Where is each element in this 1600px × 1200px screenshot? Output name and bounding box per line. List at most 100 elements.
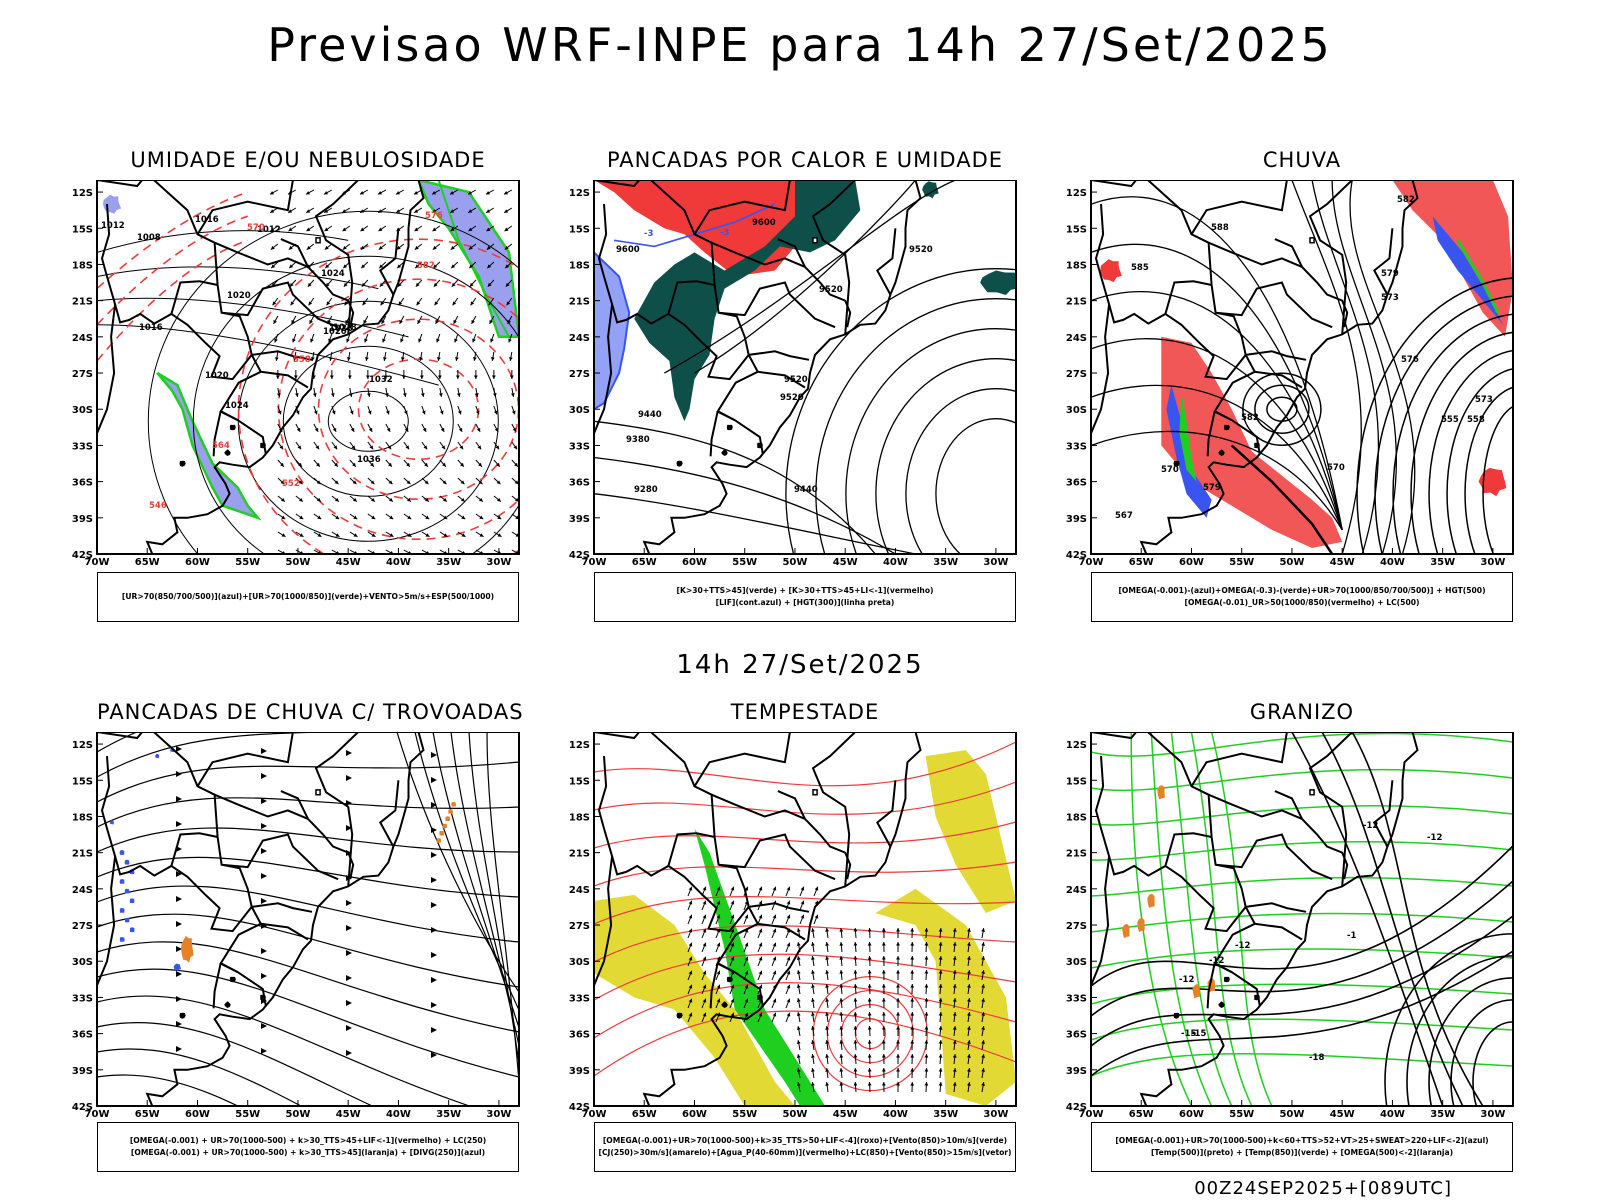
wind-vector-head bbox=[967, 998, 971, 1002]
lon-label: 50W bbox=[285, 1109, 310, 1120]
coastline bbox=[145, 180, 425, 554]
streamline bbox=[97, 732, 341, 778]
wind-vector-head bbox=[269, 190, 274, 195]
thickness-contour-red bbox=[97, 191, 248, 290]
wind-vector-head bbox=[938, 1040, 943, 1044]
wind-vector-head bbox=[730, 998, 735, 1003]
map-panel: 582 588 579 573 570 579 573 567 558 555 582 585 576 5… bbox=[1066, 180, 1514, 568]
wind-vector-head bbox=[825, 1054, 830, 1058]
omega-shading-blue bbox=[1432, 216, 1503, 325]
wind-vector-head bbox=[881, 928, 886, 932]
wind-vector-head bbox=[811, 942, 815, 946]
wind-vector-head bbox=[825, 970, 830, 974]
wind-vector-head bbox=[497, 533, 502, 537]
wind-vector-head bbox=[479, 533, 484, 537]
pressure-label: 1016 bbox=[195, 215, 219, 225]
hgt-contour bbox=[1356, 277, 1513, 554]
wind-vector-head bbox=[361, 264, 366, 269]
wind-vector-head bbox=[867, 1026, 872, 1030]
border-line bbox=[1208, 793, 1303, 820]
border-line bbox=[711, 793, 806, 820]
wind-vector-head bbox=[758, 984, 763, 989]
wind-vector-head bbox=[702, 1012, 707, 1017]
wind-vector-head bbox=[825, 956, 830, 960]
hgt-contour bbox=[1349, 180, 1416, 554]
wind-vector-head bbox=[839, 942, 844, 946]
lat-label: 30S bbox=[72, 957, 93, 968]
legend-line: [OMEGA(-0.001)+UR>70(1000-500)+k<60+TTS>… bbox=[1115, 1136, 1489, 1145]
wind-vector-head bbox=[924, 1082, 929, 1086]
wind-vector-head bbox=[702, 914, 707, 919]
legend-line: [OMEGA(-0.01)_UR>50(1000/850)(vermelho) … bbox=[1184, 598, 1420, 607]
wind-vector-head bbox=[407, 533, 412, 537]
wind-vector-head bbox=[398, 301, 403, 306]
map-area: -12 -12 -1 -12 -15-15 -18 -12 -12 12S 15S 18S 21S 24… bbox=[1066, 732, 1514, 1120]
wind-vector-head bbox=[450, 209, 455, 213]
pressure-label: 1028 bbox=[329, 324, 353, 334]
streamline bbox=[97, 827, 519, 853]
wind-vector-head bbox=[360, 209, 365, 213]
wind-vector-head bbox=[367, 410, 372, 415]
wind-vector-head bbox=[275, 375, 280, 379]
hgt-label: 9520 bbox=[780, 393, 804, 403]
lat-label: 30S bbox=[569, 405, 590, 416]
wind-shading-green bbox=[694, 828, 826, 1106]
wind-vector-head bbox=[910, 928, 915, 932]
wind-vector-head bbox=[981, 942, 985, 946]
wind-vector-head bbox=[299, 515, 304, 520]
wind-vector-head bbox=[896, 1040, 900, 1044]
wind-vector-head bbox=[424, 462, 428, 467]
temp500-contour bbox=[1472, 1021, 1513, 1106]
convection-shading-teal bbox=[922, 181, 939, 199]
wind-vector-head bbox=[744, 998, 749, 1003]
wind-vector-head bbox=[853, 970, 858, 974]
wind-vector-head bbox=[461, 515, 466, 520]
legend-line: [Temp(500)](preto) + [Temp(850)](verde) … bbox=[1150, 1148, 1454, 1157]
wind-vector-head bbox=[772, 914, 777, 919]
wind-vector-head bbox=[853, 942, 858, 946]
lon-label: 30W bbox=[983, 557, 1008, 568]
thickness-label: 576 bbox=[425, 211, 443, 221]
lon-label: 35W bbox=[933, 1109, 958, 1120]
wind-vector-head bbox=[334, 480, 339, 485]
wind-vector-head bbox=[487, 282, 492, 287]
wind-vector-head bbox=[825, 998, 830, 1002]
lake bbox=[315, 237, 321, 244]
wind-vector-head bbox=[896, 928, 900, 932]
wind-vector-head bbox=[441, 445, 446, 450]
wind-vector-head bbox=[350, 427, 355, 432]
omega-shading-orange bbox=[1122, 923, 1130, 938]
hgt-label: 9520 bbox=[909, 245, 933, 255]
lat-label: 39S bbox=[569, 514, 590, 525]
lat-label: 33S bbox=[569, 441, 590, 452]
wind-vector-head bbox=[458, 427, 463, 432]
wind-vector-head bbox=[386, 427, 391, 432]
lat-label: 18S bbox=[72, 812, 93, 823]
wind-vector-head bbox=[772, 1012, 777, 1017]
streamline bbox=[97, 1074, 240, 1106]
wind-vector-head bbox=[839, 1012, 844, 1016]
wind-vector-head bbox=[505, 282, 510, 287]
hgt-contour bbox=[664, 180, 956, 374]
lat-label: 15S bbox=[569, 224, 590, 235]
lif-label: -3 bbox=[644, 229, 654, 239]
wind-vector-head bbox=[452, 301, 457, 306]
wind-vector-head bbox=[389, 515, 394, 520]
lon-label: 55W bbox=[235, 557, 260, 568]
wind-vector-head bbox=[492, 393, 497, 397]
temp850-contour-green bbox=[1190, 732, 1253, 1106]
temp500-contour bbox=[1091, 845, 1513, 987]
border-line bbox=[709, 963, 719, 1009]
wind-vector-head bbox=[308, 301, 313, 306]
wind-vector-head bbox=[796, 1054, 801, 1058]
hgt-contour bbox=[1091, 291, 1343, 531]
lat-label: 42S bbox=[1066, 550, 1087, 561]
wind-vector-head bbox=[786, 1012, 791, 1017]
streamline-arrow bbox=[346, 925, 352, 931]
wind-vector-head bbox=[388, 462, 392, 467]
wind-vector-head bbox=[335, 533, 340, 537]
lon-label: 30W bbox=[1480, 1109, 1505, 1120]
lat-label: 36S bbox=[72, 1030, 93, 1041]
wind-vector-head bbox=[744, 956, 749, 961]
lat-label: 33S bbox=[1066, 993, 1087, 1004]
